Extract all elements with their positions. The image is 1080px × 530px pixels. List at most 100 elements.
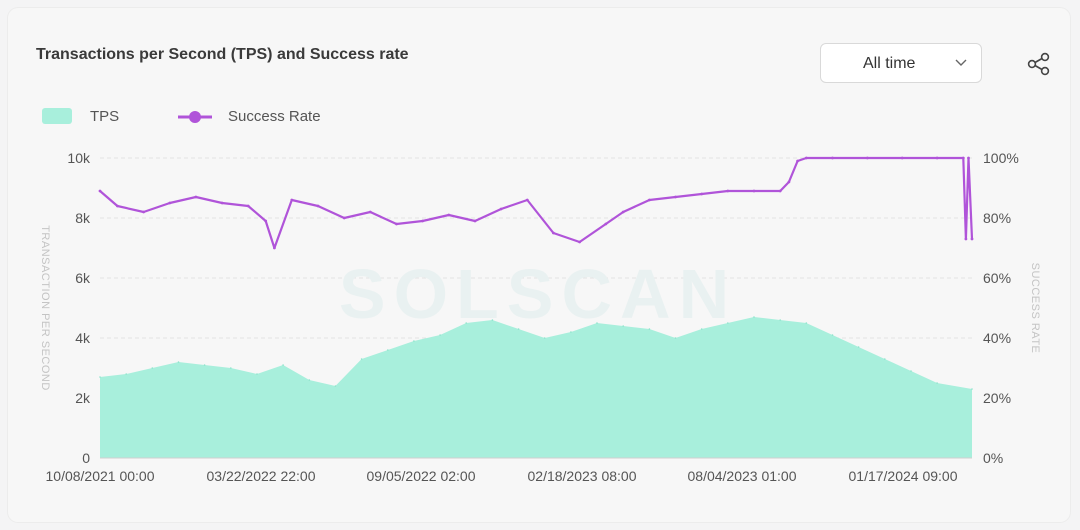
tps-point xyxy=(805,322,808,324)
success-rate-point xyxy=(273,246,276,250)
success-rate-point xyxy=(578,240,581,244)
x-tick-label: 01/17/2024 09:00 xyxy=(849,468,958,484)
success-rate-point xyxy=(831,156,834,160)
success-rate-point xyxy=(700,192,704,196)
watermark: SOLSCAN xyxy=(339,255,737,333)
success-rate-point xyxy=(316,204,320,208)
tps-point xyxy=(831,334,834,336)
tps-point xyxy=(465,322,468,324)
tps-point xyxy=(648,328,651,330)
legend-label-tps: TPS xyxy=(90,108,120,125)
success-rate-point xyxy=(621,210,625,214)
tps-point xyxy=(413,340,415,342)
success-rate-point xyxy=(168,201,172,205)
success-rate-point xyxy=(752,189,756,193)
chart-title: Transactions per Second (TPS) and Succes… xyxy=(36,46,409,63)
success-rate-line xyxy=(99,156,974,250)
success-rate-point xyxy=(778,189,782,193)
y-right-tick-label: 40% xyxy=(983,330,1011,346)
y-right-tick-label: 20% xyxy=(983,390,1011,406)
success-rate-point xyxy=(900,156,904,160)
tps-point xyxy=(230,367,232,369)
tps-area-layer xyxy=(99,316,973,458)
x-tick-label: 08/04/2023 01:00 xyxy=(688,468,797,484)
success-rate-layer xyxy=(98,156,974,250)
tps-point xyxy=(727,322,729,324)
tps-point xyxy=(596,322,598,324)
tps-point xyxy=(700,328,703,330)
tps-area xyxy=(100,317,972,458)
y-left-ticks: 0 2k 4k 6k 8k 10k xyxy=(67,150,91,466)
time-range-select[interactable]: All time xyxy=(820,43,982,83)
success-rate-point xyxy=(552,231,555,235)
success-rate-point xyxy=(142,210,146,214)
tps-point xyxy=(387,349,389,351)
x-tick-label: 03/22/2022 22:00 xyxy=(207,468,316,484)
x-ticks: 10/08/2021 00:00 03/22/2022 22:00 09/05/20… xyxy=(46,457,972,484)
x-tick-label: 02/18/2023 08:00 xyxy=(528,468,637,484)
y-left-tick-label: 4k xyxy=(75,330,91,346)
success-rate-point xyxy=(499,207,503,211)
tps-point xyxy=(125,373,127,375)
y-left-tick-label: 8k xyxy=(75,210,91,226)
tps-point xyxy=(779,319,781,321)
chevron-down-icon xyxy=(955,59,967,66)
success-rate-point xyxy=(395,222,398,226)
tps-point xyxy=(439,334,441,336)
tps-point xyxy=(884,358,886,360)
y-left-tick-label: 0 xyxy=(82,450,90,466)
success-rate-point xyxy=(648,198,651,202)
tps-swatch xyxy=(42,108,72,124)
x-tick-label: 10/08/2021 00:00 xyxy=(46,468,155,484)
y-right-tick-label: 100% xyxy=(983,150,1019,166)
tps-point xyxy=(491,319,494,321)
tps-point xyxy=(151,367,154,369)
y-left-tick-label: 6k xyxy=(75,270,91,286)
tps-point xyxy=(570,331,572,333)
success-rate-point xyxy=(866,156,869,160)
y-left-tick-label: 10k xyxy=(67,150,91,166)
success-rate-point xyxy=(421,219,424,223)
success-rate-point xyxy=(967,156,970,160)
success-rate-point xyxy=(970,237,974,241)
success-rate-point xyxy=(264,219,268,223)
tps-point xyxy=(203,364,206,366)
tps-point xyxy=(971,388,973,390)
y-left-axis-title: TRANSACTION PER SECOND xyxy=(39,225,51,391)
success-rate-point xyxy=(290,198,294,202)
success-rate-point xyxy=(473,219,477,223)
tps-point xyxy=(857,346,860,348)
time-range-value: All time xyxy=(863,55,916,72)
share-icon[interactable] xyxy=(1026,51,1052,77)
tps-point xyxy=(99,376,101,378)
success-rate-point xyxy=(220,201,224,205)
x-tick-label: 09/05/2022 02:00 xyxy=(367,468,476,484)
tps-point xyxy=(674,337,677,339)
success-rate-point xyxy=(964,237,968,241)
success-rate-point xyxy=(674,195,677,199)
success-rate-point xyxy=(246,204,250,208)
success-rate-point xyxy=(447,213,451,217)
tps-point xyxy=(334,385,337,387)
success-rate-point xyxy=(961,156,965,160)
y-right-tick-label: 0% xyxy=(983,450,1003,466)
success-rate-point xyxy=(342,216,346,220)
tps-point xyxy=(910,370,912,372)
tps-point xyxy=(622,325,624,327)
tps-point xyxy=(282,364,284,366)
success-rate-point xyxy=(796,159,799,163)
success-rate-point xyxy=(804,156,808,160)
success-rate-point xyxy=(116,204,119,208)
tps-point xyxy=(308,379,311,381)
legend-label-success-rate: Success Rate xyxy=(228,108,321,125)
success-rate-point xyxy=(726,189,730,193)
y-left-tick-label: 2k xyxy=(75,390,91,406)
y-right-axis-title: SUCCESS RATE xyxy=(1029,263,1041,354)
tps-point xyxy=(177,361,180,363)
success-rate-point xyxy=(935,156,939,160)
success-rate-point xyxy=(525,198,529,202)
tps-point xyxy=(360,358,363,360)
success-rate-point xyxy=(368,210,372,214)
y-right-tick-label: 80% xyxy=(983,210,1011,226)
